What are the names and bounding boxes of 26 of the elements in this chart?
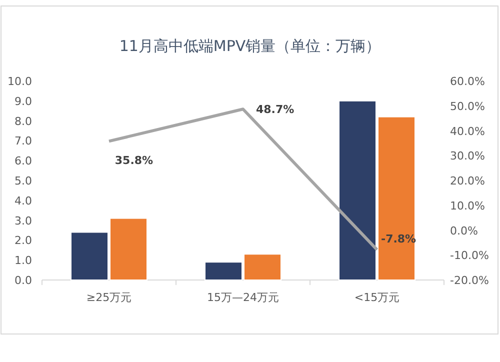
- y-tick-label: 9.0: [14, 94, 32, 108]
- y-tick-label: 6.0: [14, 154, 32, 168]
- y2-tick-label: 0.0%: [450, 224, 478, 238]
- data-label: 48.7%: [256, 103, 294, 116]
- y2-tick-label: 30.0%: [450, 150, 485, 163]
- y-tick-label: 5.0: [14, 174, 32, 188]
- x-tick-label: ≥25万元: [86, 291, 132, 304]
- y2-tick-label: 60.0%: [450, 75, 485, 88]
- y2-tick-label: 10.0%: [450, 199, 485, 212]
- y2-tick-label: 40.0%: [450, 124, 485, 138]
- x-tick-label: 15万—24万元: [207, 291, 279, 304]
- y2-tick-label: 50.0%: [450, 100, 485, 113]
- y-tick-label: 3.0: [14, 214, 32, 228]
- y-tick-label: 4.0: [14, 194, 32, 208]
- y-tick-label: 2.0: [14, 234, 32, 248]
- data-label: 35.8%: [114, 154, 154, 168]
- y-tick-label: 0.0: [14, 274, 32, 287]
- y-tick-label: 7.0: [14, 134, 32, 148]
- y2-tick-label: -20.0%: [450, 274, 489, 287]
- y-tick-label: 10.0: [8, 75, 32, 88]
- y2-tick-label: 20.0%: [450, 174, 485, 188]
- y2-tick-label: -10.0%: [450, 249, 489, 262]
- y-tick-label: 1.0: [14, 254, 32, 268]
- x-tick-label: <15万元: [354, 291, 400, 304]
- y-tick-label: 8.0: [14, 114, 32, 128]
- chart-title: 11月高中低端MPV销量（单位：万辆）: [119, 37, 381, 55]
